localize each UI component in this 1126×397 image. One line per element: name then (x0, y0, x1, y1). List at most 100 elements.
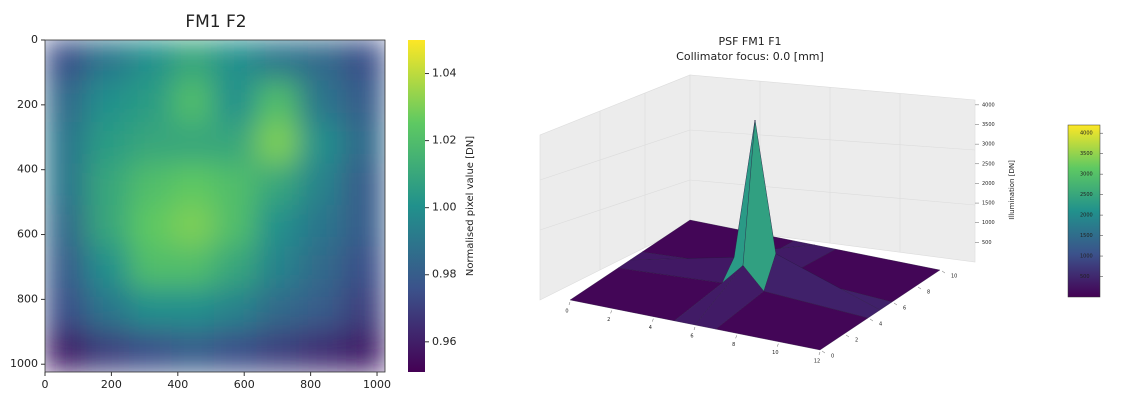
x-tick-label: 600 (234, 378, 255, 391)
heatmap-cell (45, 288, 89, 332)
heatmap-cell (45, 80, 89, 124)
colorbar-tick-label: 1.02 (432, 134, 457, 147)
heatmap-cell (299, 288, 344, 332)
heatmap-cell (45, 205, 89, 249)
heatmap-cell (214, 288, 259, 332)
z-tick-label: 2500 (982, 161, 995, 167)
colorbar-tick-label: 3000 (1080, 172, 1093, 178)
heatmap-cell (171, 205, 216, 249)
colorbar-tick-label: 1.00 (432, 201, 457, 214)
x-tick-label: 0 (565, 309, 568, 315)
y-tick-label: 0 (31, 33, 38, 46)
z-tick-label: 1500 (982, 201, 995, 207)
heatmap-cell (341, 205, 385, 249)
x-tick (568, 301, 571, 306)
x-tick-label: 6 (690, 334, 693, 340)
heatmap-cell (299, 163, 344, 207)
x-tick-label: 10 (772, 350, 778, 356)
x-tick (777, 343, 779, 347)
heatmap-cell (171, 288, 216, 332)
heatmap-cell (129, 80, 174, 124)
heatmap-cell (86, 40, 131, 83)
x-tick-label: 400 (167, 378, 188, 391)
heatmap-cell (171, 122, 216, 166)
y-tick (869, 318, 874, 322)
y-tick (845, 334, 850, 338)
z-axis-label: Illumination [DN] (1008, 160, 1016, 220)
y-tick-label: 1000 (10, 357, 38, 370)
heatmap-cell (45, 122, 89, 166)
colorbar (1067, 124, 1101, 298)
heatmap-cell (171, 246, 216, 290)
y-tick-label: 600 (17, 228, 38, 241)
chart-title: PSF FM1 F1 (718, 35, 781, 48)
surface-face (715, 291, 869, 351)
colorbar-label: Normalised pixel value [DN] (465, 136, 476, 276)
heatmap-cell (129, 163, 174, 207)
y-tick-label: 400 (17, 163, 38, 176)
x-tick-label: 4 (649, 325, 652, 331)
heatmap-cell (214, 40, 259, 83)
x-tick (652, 318, 654, 322)
heatmap-cell (256, 288, 301, 332)
y-tick-label: 800 (17, 292, 38, 305)
heatmap-cell (171, 329, 216, 372)
heatmap-cell (256, 80, 301, 124)
colorbar (408, 40, 425, 372)
heatmap-cell (256, 246, 301, 290)
heatmap-cell (341, 246, 385, 290)
y-tick-label: 2 (855, 338, 858, 344)
colorbar-tick-label: 1.04 (432, 67, 457, 80)
x-tick (610, 310, 612, 314)
heatmap-cell (171, 40, 216, 83)
colorbar-tick-label: 1000 (1080, 254, 1093, 260)
heatmap-cell (171, 163, 216, 207)
heatmap-cell (129, 205, 174, 249)
heatmap-cell (214, 122, 259, 166)
heatmap-cell (256, 40, 301, 83)
heatmap-cell (214, 205, 259, 249)
y-tick-label: 6 (903, 306, 906, 312)
heatmap-cell (214, 329, 259, 372)
heatmap-cells (45, 40, 385, 372)
y-tick-label: 4 (879, 322, 882, 328)
x-tick (818, 351, 821, 356)
colorbar-tick-label: 500 (1080, 274, 1090, 280)
x-tick-label: 12 (814, 359, 820, 365)
heatmap-cell (214, 80, 259, 124)
heatmap-cell (214, 246, 259, 290)
heatmap-cell (299, 122, 344, 166)
heatmap-cell (341, 163, 385, 207)
chart-subtitle: Collimator focus: 0.0 [mm] (676, 50, 824, 63)
x-tick-label: 800 (300, 378, 321, 391)
z-tick-label: 500 (982, 240, 992, 246)
heatmap-cell (341, 80, 385, 124)
heatmap-cell (45, 40, 89, 83)
heatmap-cell (45, 329, 89, 372)
heatmap-cell (86, 288, 131, 332)
y-tick (917, 286, 922, 290)
heatmap-cell (341, 329, 385, 372)
colorbar-tick-label: 3500 (1080, 151, 1093, 157)
heatmap-cell (129, 246, 174, 290)
heatmap-cell (256, 205, 301, 249)
z-tick-label: 2000 (982, 181, 995, 187)
heatmap-cell (299, 205, 344, 249)
heatmap (45, 40, 385, 372)
heatmap-cell (299, 329, 344, 372)
x-tick (735, 335, 737, 339)
heatmap-cell (129, 122, 174, 166)
heatmap-cell (256, 163, 301, 207)
x-tick-label: 8 (732, 342, 735, 348)
heatmap-cell (129, 40, 174, 83)
heatmap-cell (86, 163, 131, 207)
colorbar-tick-label: 2500 (1080, 192, 1093, 198)
heatmap-cell (45, 163, 89, 207)
z-tick-label: 3500 (982, 122, 995, 128)
x-tick-label: 1000 (363, 378, 391, 391)
heatmap-cell (341, 122, 385, 166)
colorbar-tick-label: 4000 (1080, 131, 1093, 137)
y-tick-label: 10 (951, 274, 957, 280)
x-tick-label: 0 (42, 378, 49, 391)
